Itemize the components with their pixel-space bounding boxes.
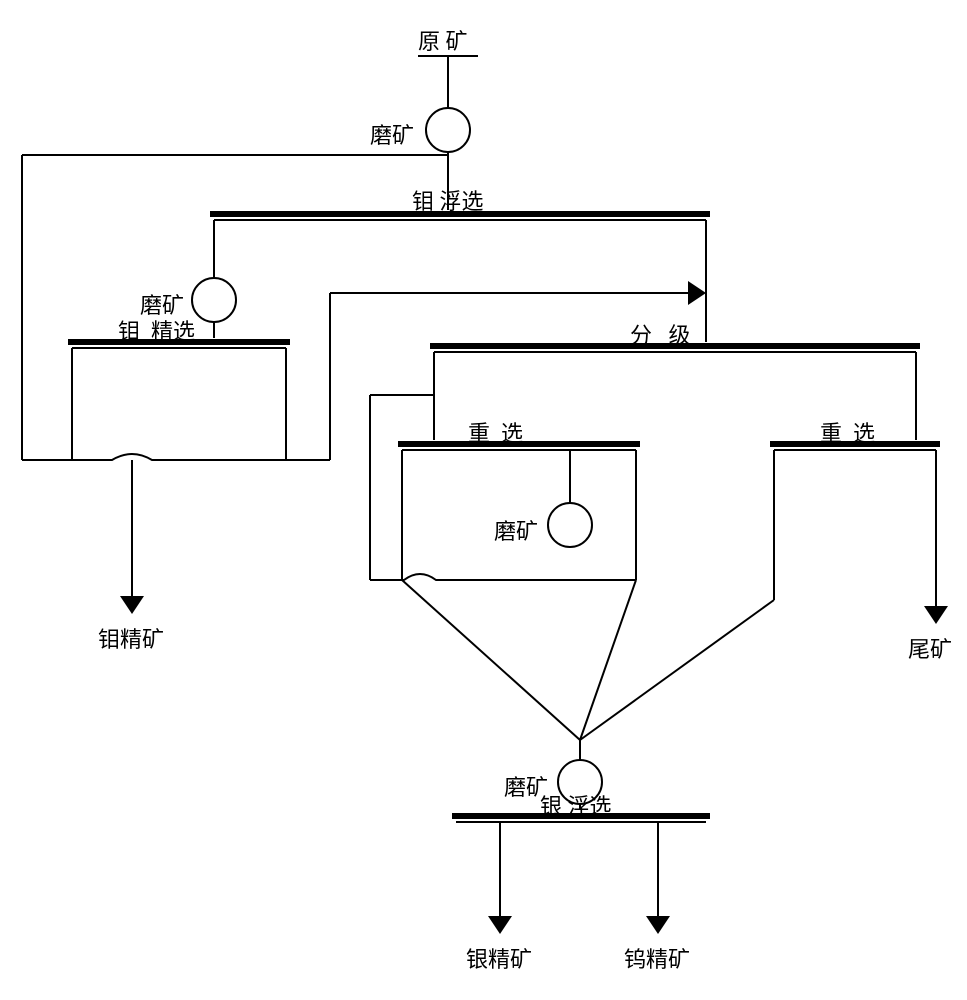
label-mo-cleaning: 钼 精选	[118, 314, 195, 346]
label-raw-ore: 原 矿	[418, 24, 468, 56]
label-gravity-right: 重 选	[820, 416, 875, 448]
label-ag-concentrate: 银精矿	[466, 942, 532, 974]
label-mo-concentrate: 钼精矿	[98, 622, 164, 654]
label-w-concentrate: 钨精矿	[624, 942, 690, 974]
label-grind-3: 磨矿	[494, 514, 538, 546]
label-mo-flotation: 钼 浮选	[412, 184, 484, 216]
label-gravity-left: 重 选	[468, 416, 523, 448]
label-classification: 分 级	[630, 318, 691, 350]
label-ag-flotation: 银 浮选	[540, 789, 612, 821]
label-tailings: 尾矿	[908, 632, 952, 664]
label-grind-1: 磨矿	[370, 118, 414, 150]
